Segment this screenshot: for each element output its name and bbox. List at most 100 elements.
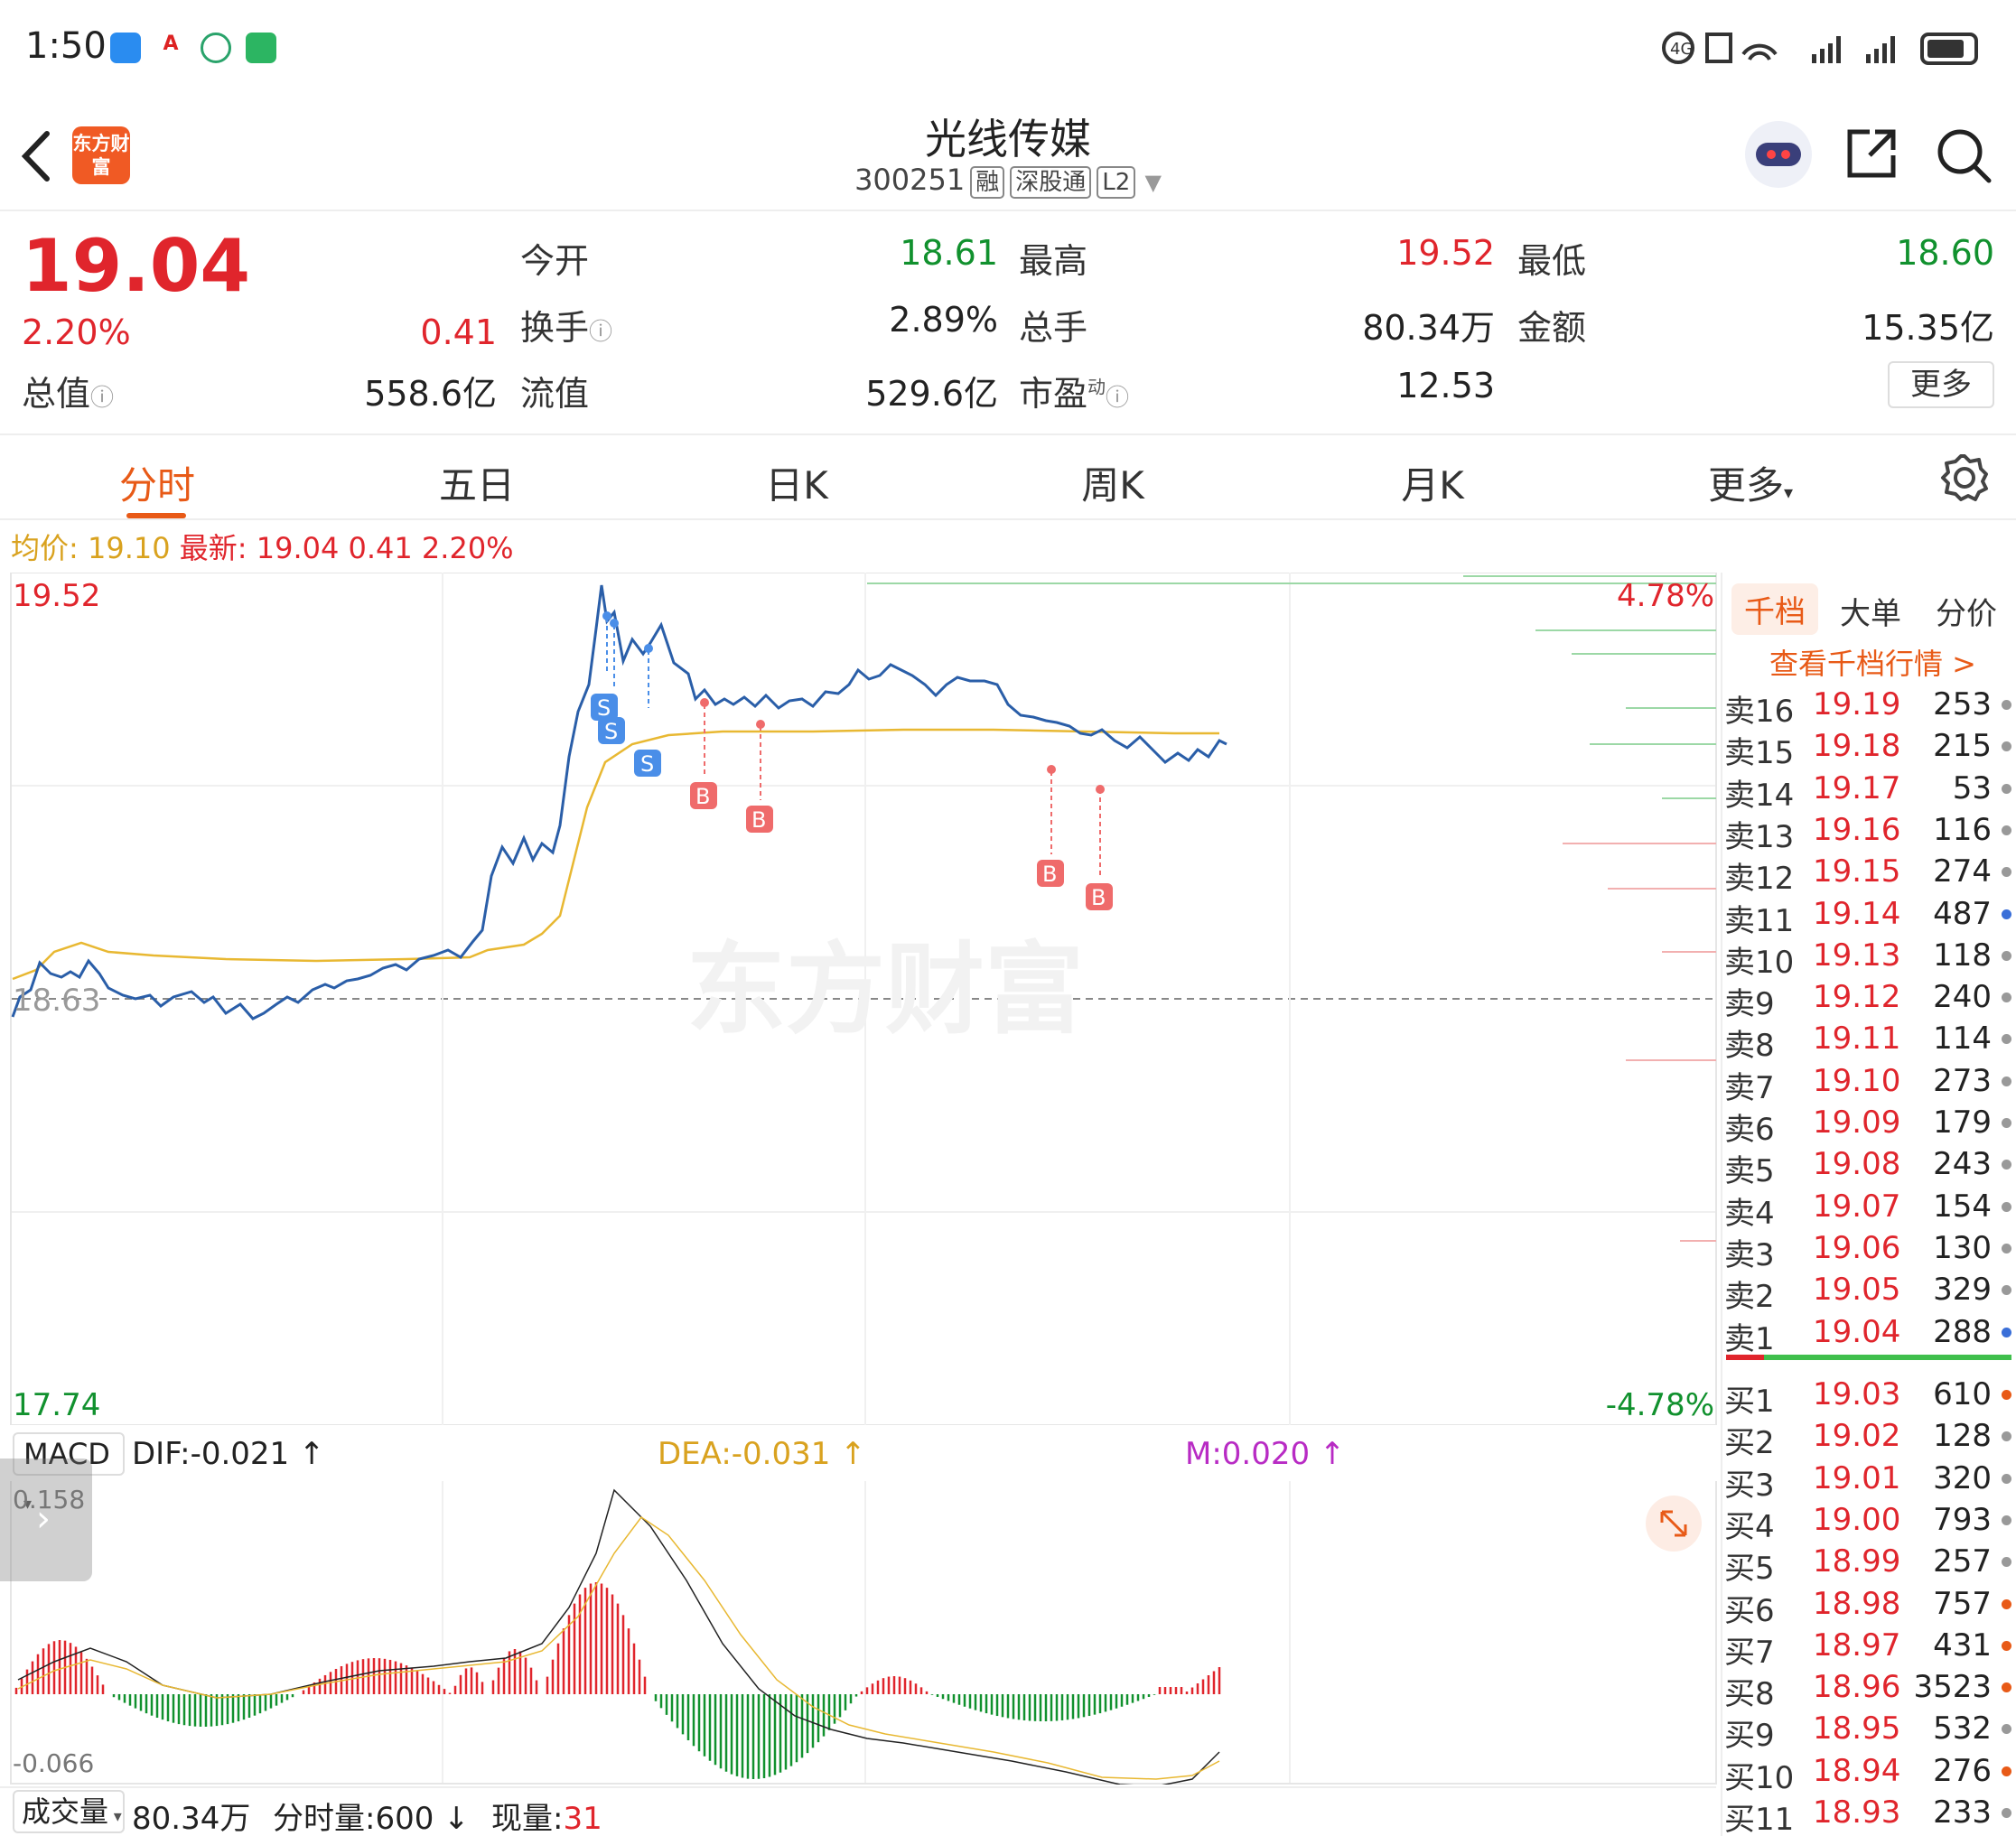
volume-selector[interactable]: 成交量 ▾: [13, 1790, 125, 1833]
bid-row[interactable]: 买1 19.03 610: [1724, 1376, 2013, 1420]
back-arrow-icon[interactable]: [20, 130, 52, 182]
tab-thousand-depth[interactable]: 千档: [1731, 583, 1818, 635]
ask-row[interactable]: 卖5 19.08 243: [1724, 1146, 2013, 1189]
ask-row[interactable]: 卖10 19.13 118: [1724, 937, 2013, 981]
up-arrow-icon: ↑: [289, 1436, 325, 1472]
bid-price: 18.93: [1813, 1794, 1901, 1831]
app-logo[interactable]: 东方财富: [72, 126, 130, 184]
tab-monthly-k[interactable]: 月K: [1401, 463, 1464, 508]
svg-text:4G: 4G: [1670, 40, 1693, 59]
chart-prev-close: 18.63: [13, 983, 101, 1019]
search-icon[interactable]: [1935, 126, 1993, 184]
macd-dea: DEA:-0.031 ↑: [658, 1436, 866, 1472]
ask-quantity: 487: [1933, 895, 1992, 932]
system-indicators-icon: 4G: [1662, 32, 1978, 65]
bid-row[interactable]: 买5 18.99 257: [1724, 1543, 2013, 1587]
tab-weekly-k[interactable]: 周K: [1081, 463, 1144, 508]
ask-row[interactable]: 卖14 19.17 53: [1724, 770, 2013, 814]
dropdown-icon: ▾: [1783, 481, 1794, 503]
ask-quantity: 273: [1933, 1062, 1992, 1099]
bank-app-icon: [201, 33, 231, 63]
bid-row[interactable]: 买6 18.98 757: [1724, 1585, 2013, 1629]
order-dot-icon: [2002, 825, 2011, 835]
ask-price: 19.04: [1813, 1313, 1901, 1350]
status-bar: 1:50 A 4G: [0, 0, 2016, 99]
dropdown-icon: ▾: [23, 1495, 33, 1514]
bid-level: 买1: [1724, 1384, 1775, 1420]
margin-badge: 融: [970, 166, 1005, 199]
sell-markers: S S S: [591, 611, 661, 777]
bid-level: 买10: [1724, 1759, 1795, 1796]
ask-row[interactable]: 卖13 19.16 116: [1724, 812, 2013, 855]
ask-row[interactable]: 卖11 19.14 487: [1724, 895, 2013, 939]
chart-bottom-pct: -4.78%: [1605, 1387, 1714, 1423]
assistant-avatar-icon[interactable]: [1745, 121, 1812, 188]
tab-daily-k[interactable]: 日K: [765, 463, 828, 508]
bid-row[interactable]: 买11 18.93 233: [1724, 1794, 2013, 1836]
bid-level: 买6: [1724, 1592, 1775, 1629]
ask-row[interactable]: 卖7 19.10 273: [1724, 1062, 2013, 1106]
ask-row[interactable]: 卖4 19.07 154: [1724, 1188, 2013, 1232]
ask-quantity: 154: [1933, 1188, 1992, 1225]
ask-row[interactable]: 卖16 19.19 253: [1724, 686, 2013, 730]
macd-dea-text: DEA:-0.031: [658, 1436, 831, 1472]
info-icon: ⓘ: [1106, 385, 1130, 412]
order-dot-icon: [2002, 1327, 2011, 1337]
bid-price: 18.98: [1813, 1585, 1901, 1622]
ask-row[interactable]: 卖3 19.06 130: [1724, 1230, 2013, 1273]
chart-top-price: 19.52: [13, 578, 101, 614]
bid-quantity: 757: [1933, 1585, 1992, 1622]
tab-intraday[interactable]: 分时: [118, 463, 195, 508]
more-button[interactable]: 更多: [1888, 361, 1994, 408]
bid-quantity: 793: [1933, 1501, 1992, 1538]
ask-row[interactable]: 卖15 19.18 215: [1724, 728, 2013, 771]
bid-quantity: 320: [1933, 1459, 1992, 1496]
stock-code-line[interactable]: 300251 融深股通 L2 ▼: [0, 163, 2016, 199]
ask-level: 卖9: [1724, 986, 1775, 1023]
bid-row[interactable]: 买2 19.02 128: [1724, 1418, 2013, 1461]
pe-superscript: 动: [1087, 376, 1106, 398]
svg-text:S: S: [597, 695, 611, 721]
ask-level: 卖11: [1724, 902, 1795, 939]
intraday-chart[interactable]: 东方财富 S S S B B B B: [0, 573, 1718, 1425]
order-dot-icon: [2002, 867, 2011, 878]
ask-quantity: 240: [1933, 979, 1992, 1016]
side-panel-toggle[interactable]: ›: [0, 1459, 92, 1581]
level2-badge: L2: [1097, 166, 1136, 199]
bid-level: 买4: [1724, 1508, 1775, 1545]
bid-level: 买11: [1724, 1802, 1795, 1836]
bid-row[interactable]: 买8 18.96 3523: [1724, 1669, 2013, 1712]
ask-row[interactable]: 卖1 19.04 288: [1724, 1313, 2013, 1357]
bid-row[interactable]: 买10 18.94 276: [1724, 1753, 2013, 1796]
tab-five-day[interactable]: 五日: [438, 463, 515, 508]
order-dot-icon: [2002, 1201, 2011, 1212]
mktcap-label[interactable]: 总值ⓘ: [22, 366, 114, 415]
bid-row[interactable]: 买7 18.97 431: [1724, 1627, 2013, 1671]
ask-row[interactable]: 卖6 19.09 179: [1724, 1104, 2013, 1148]
ask-row[interactable]: 卖12 19.15 274: [1724, 853, 2013, 897]
macd-chart[interactable]: [0, 1481, 1718, 1785]
ask-row[interactable]: 卖9 19.12 240: [1724, 979, 2013, 1023]
share-icon[interactable]: [1844, 126, 1899, 181]
bid-row[interactable]: 买4 19.00 793: [1724, 1501, 2013, 1545]
expand-chart-button[interactable]: [1646, 1496, 1702, 1552]
order-dot-icon: [2002, 993, 2011, 1003]
settings-gear-icon[interactable]: [1940, 453, 1989, 502]
tab-price-distribution[interactable]: 分价: [1936, 596, 1997, 632]
view-depth-link[interactable]: 查看千档行情 >: [1769, 647, 1976, 681]
bid-row[interactable]: 买3 19.01 320: [1724, 1459, 2013, 1504]
pe-label[interactable]: 市盈动ⓘ: [1019, 366, 1129, 415]
ask-row[interactable]: 卖2 19.05 329: [1724, 1272, 2013, 1315]
tab-large-orders[interactable]: 大单: [1840, 596, 1901, 632]
tab-more[interactable]: 更多▾: [1660, 455, 1841, 510]
status-time: 1:50: [25, 25, 107, 67]
bid-row[interactable]: 买9 18.95 532: [1724, 1710, 2013, 1754]
turnover-label[interactable]: 换手ⓘ: [520, 300, 612, 349]
ask-level: 卖7: [1724, 1069, 1775, 1106]
connect-badge: 深股通: [1010, 166, 1092, 199]
macd-selector[interactable]: MACD ▾: [13, 1432, 125, 1514]
float-value: 529.6亿: [865, 374, 998, 414]
svg-text:B: B: [751, 807, 766, 833]
open-label: 今开: [520, 241, 590, 281]
ask-row[interactable]: 卖8 19.11 114: [1724, 1021, 2013, 1064]
